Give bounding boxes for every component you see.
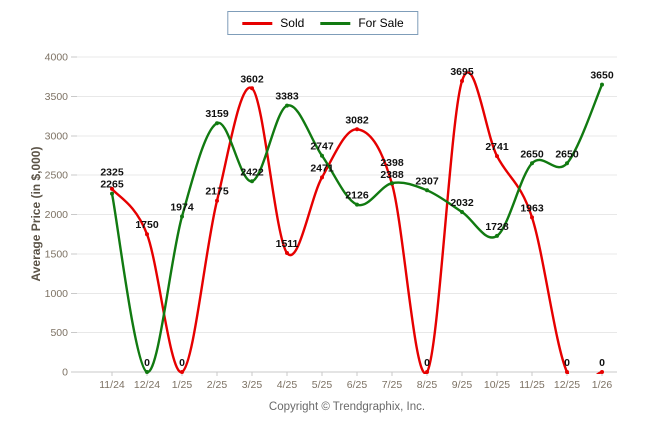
data-point bbox=[215, 121, 219, 126]
data-point-label: 2265 bbox=[100, 179, 124, 191]
data-point-label: 1974 bbox=[170, 202, 194, 214]
legend-item-sold: Sold bbox=[242, 16, 304, 30]
data-point bbox=[215, 198, 219, 203]
data-point-label: 2650 bbox=[520, 148, 544, 160]
data-point-label: 3082 bbox=[345, 114, 369, 126]
x-tick-label: 10/25 bbox=[484, 379, 510, 391]
y-tick-label: 3500 bbox=[45, 91, 69, 103]
data-point-label: 3695 bbox=[450, 66, 474, 78]
data-point-label: 1963 bbox=[520, 202, 544, 214]
data-point bbox=[110, 186, 114, 191]
data-point-label: 2307 bbox=[415, 175, 439, 187]
series-line-for-sale bbox=[110, 83, 604, 374]
data-point bbox=[460, 210, 464, 214]
data-point bbox=[565, 161, 569, 166]
x-tick-label: 5/25 bbox=[312, 379, 333, 391]
data-point bbox=[495, 233, 499, 238]
data-point-label: 0 bbox=[144, 357, 150, 369]
data-point-label: 2471 bbox=[310, 162, 334, 174]
x-tick-label: 12/24 bbox=[134, 379, 160, 391]
data-point-label: 2175 bbox=[205, 186, 229, 198]
data-point-label: 0 bbox=[424, 357, 430, 369]
data-point bbox=[250, 179, 254, 184]
data-point-label: 2388 bbox=[380, 169, 404, 181]
data-point bbox=[425, 188, 429, 193]
x-tick-label: 7/25 bbox=[382, 379, 403, 391]
data-point bbox=[180, 214, 184, 219]
data-point-label: 3602 bbox=[240, 73, 264, 85]
x-tick-label: 4/25 bbox=[277, 379, 298, 391]
data-point-label: 2747 bbox=[310, 141, 334, 153]
copyright-text: Copyright © Trendgraphix, Inc. bbox=[268, 401, 426, 413]
y-axis-title: Average Price (in $,000) bbox=[29, 146, 43, 282]
data-point-label: 2741 bbox=[485, 141, 509, 153]
data-point bbox=[180, 370, 184, 374]
data-point-label: 0 bbox=[599, 357, 605, 369]
data-point bbox=[145, 232, 149, 237]
y-tick-label: 2500 bbox=[45, 170, 69, 182]
data-point bbox=[425, 370, 429, 374]
sold-line-swatch bbox=[242, 21, 273, 25]
legend-label-sold: Sold bbox=[280, 16, 305, 30]
x-tick-label: 2/25 bbox=[207, 379, 228, 391]
x-tick-label: 11/24 bbox=[99, 379, 125, 391]
data-point bbox=[355, 127, 359, 132]
for-sale-line-swatch bbox=[320, 21, 351, 25]
data-point bbox=[460, 79, 464, 83]
data-point-label: 3383 bbox=[275, 91, 299, 103]
legend-label-for-sale: For Sale bbox=[358, 16, 404, 30]
x-tick-label: 6/25 bbox=[347, 379, 368, 391]
y-tick-label: 4000 bbox=[45, 52, 69, 64]
data-point bbox=[530, 215, 534, 220]
data-point bbox=[285, 103, 289, 108]
data-point bbox=[355, 202, 359, 207]
data-point-label: 2325 bbox=[100, 167, 124, 179]
x-tick-label: 11/25 bbox=[519, 379, 545, 391]
data-point bbox=[565, 370, 569, 374]
x-tick-label: 12/25 bbox=[554, 379, 580, 391]
legend: Sold For Sale bbox=[227, 11, 419, 35]
x-tick-label: 9/25 bbox=[452, 379, 473, 391]
data-point bbox=[600, 370, 604, 374]
legend-item-for-sale: For Sale bbox=[320, 16, 404, 30]
x-tick-label: 1/25 bbox=[172, 379, 193, 391]
data-point-label: 1728 bbox=[485, 221, 509, 233]
series-line-sold bbox=[110, 71, 604, 374]
y-tick-label: 0 bbox=[62, 367, 68, 379]
data-point bbox=[110, 191, 114, 196]
x-tick-label: 3/25 bbox=[242, 379, 263, 391]
data-point bbox=[285, 251, 289, 255]
x-tick-label: 1/26 bbox=[592, 379, 613, 391]
data-point-label: 0 bbox=[179, 357, 185, 369]
x-tick-label: 8/25 bbox=[417, 379, 438, 391]
data-point bbox=[145, 370, 149, 374]
y-tick-label: 1500 bbox=[45, 248, 69, 260]
data-point bbox=[495, 154, 499, 159]
data-point bbox=[320, 175, 324, 180]
data-point-label: 2398 bbox=[380, 157, 404, 169]
data-point bbox=[600, 82, 604, 87]
data-point-label: 1750 bbox=[135, 219, 159, 231]
data-point bbox=[250, 86, 254, 91]
y-tick-label: 3000 bbox=[45, 130, 69, 142]
data-point-label: 0 bbox=[564, 357, 570, 369]
data-point bbox=[530, 161, 534, 166]
data-point-label: 3650 bbox=[590, 70, 614, 82]
y-tick-label: 2000 bbox=[45, 209, 69, 221]
data-point-label: 1511 bbox=[276, 238, 299, 250]
data-point bbox=[390, 181, 394, 186]
y-tick-label: 500 bbox=[50, 327, 68, 339]
data-point-label: 2032 bbox=[450, 197, 474, 209]
data-point-label: 3159 bbox=[205, 108, 229, 120]
data-point bbox=[320, 153, 324, 158]
data-point-label: 2422 bbox=[240, 166, 264, 178]
y-tick-label: 1000 bbox=[45, 288, 69, 300]
data-point-label: 2126 bbox=[345, 190, 369, 202]
data-point-label: 2650 bbox=[555, 148, 579, 160]
